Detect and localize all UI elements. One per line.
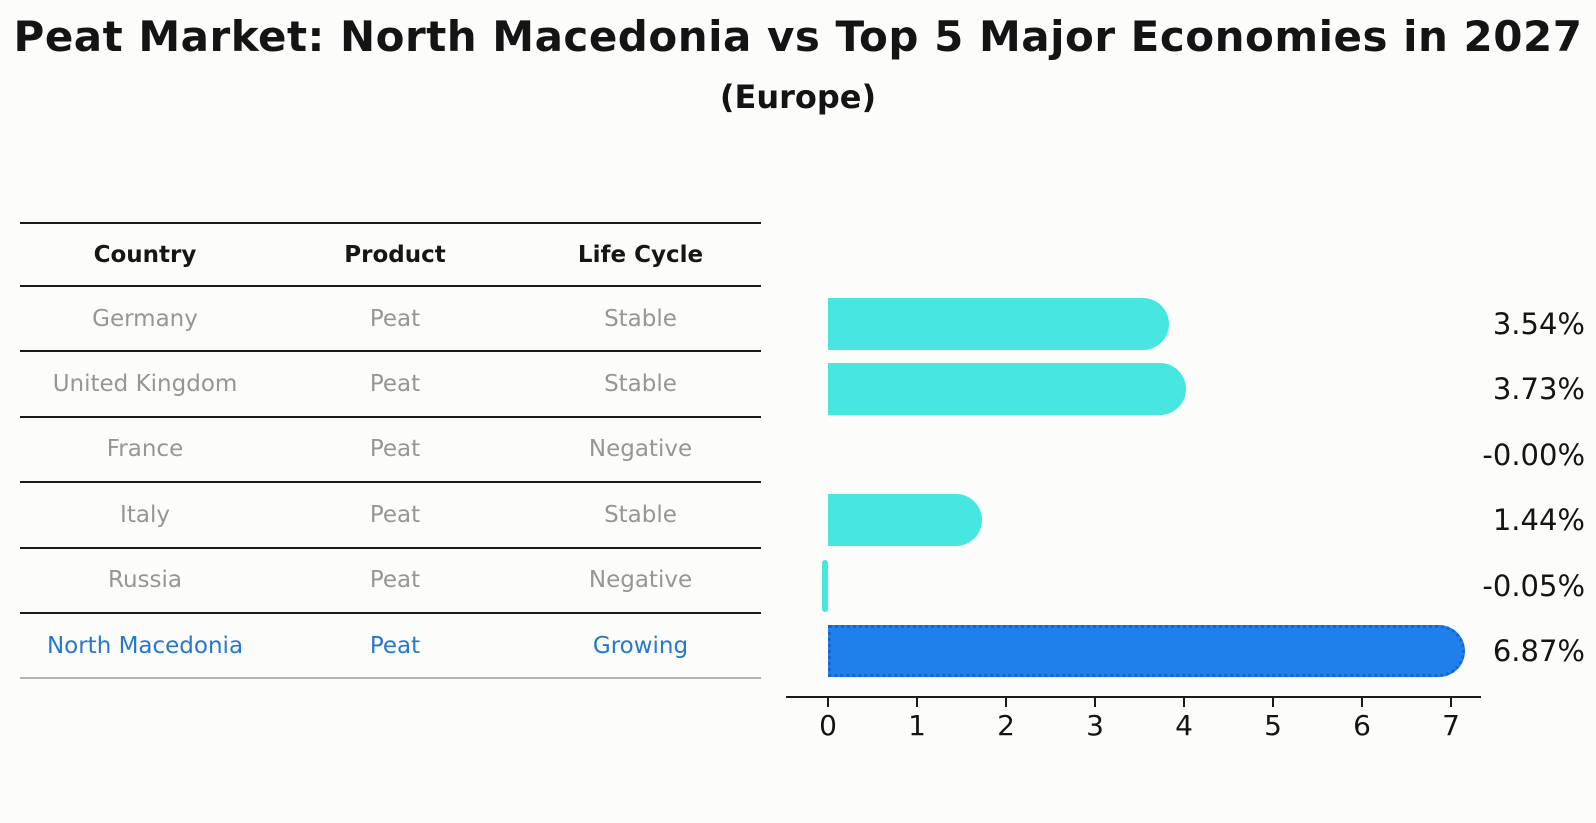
cell-country: North Macedonia xyxy=(46,632,244,659)
bar-value-label: -0.05% xyxy=(1482,568,1585,603)
cell-country: Italy xyxy=(120,501,170,528)
x-axis-tick xyxy=(1272,698,1274,707)
bar-russia xyxy=(821,559,828,612)
x-axis-tick xyxy=(916,698,918,707)
x-axis-tick-label: 1 xyxy=(908,709,926,742)
table-row-italy: Italy Peat Stable xyxy=(20,483,761,549)
bar-united-kingdom xyxy=(828,363,1186,416)
bar-value-label: 3.54% xyxy=(1492,307,1585,341)
bar-germany xyxy=(828,298,1170,350)
cell-life-cycle: Stable xyxy=(604,371,677,398)
x-axis-tick-label: 5 xyxy=(1264,709,1282,742)
column-header-product: Product xyxy=(344,241,446,268)
table-row-russia: Russia Peat Negative xyxy=(20,549,761,614)
cell-product: Peat xyxy=(369,305,421,332)
cell-life-cycle: Negative xyxy=(588,436,693,463)
column-header-life-cycle: Life Cycle xyxy=(577,241,704,268)
cell-country: Germany xyxy=(92,305,198,332)
cell-product: Peat xyxy=(369,371,421,398)
chart-subtitle: (Europe) xyxy=(719,78,877,116)
cell-product: Peat xyxy=(369,436,421,463)
table-row-united-kingdom: United Kingdom Peat Stable xyxy=(20,352,761,418)
cell-product: Peat xyxy=(369,632,421,659)
x-axis-tick xyxy=(1450,698,1452,707)
x-axis-tick xyxy=(1094,698,1096,707)
x-axis-tick xyxy=(1361,698,1363,707)
bar-italy xyxy=(828,494,983,547)
x-axis-tick xyxy=(827,698,829,707)
x-axis-tick-label: 2 xyxy=(997,709,1015,742)
x-axis-tick xyxy=(1183,698,1185,707)
bar-north-macedonia xyxy=(828,625,1466,677)
x-axis-line xyxy=(786,696,1481,698)
cell-life-cycle: Stable xyxy=(604,501,677,528)
column-header-country: Country xyxy=(93,241,197,268)
x-axis-tick-label: 3 xyxy=(1086,709,1104,742)
table-row-germany: Germany Peat Stable xyxy=(20,287,761,353)
bar-value-label: 1.44% xyxy=(1492,503,1585,538)
x-axis-tick-label: 0 xyxy=(819,709,837,742)
cell-country: United Kingdom xyxy=(52,371,238,398)
bar-value-label: 6.87% xyxy=(1492,634,1585,668)
comparison-table: Country Product Life Cycle Germany Peat … xyxy=(20,222,761,680)
cell-life-cycle: Stable xyxy=(604,305,677,332)
x-axis-tick-label: 6 xyxy=(1353,709,1371,742)
x-axis-tick xyxy=(1005,698,1007,707)
cell-life-cycle: Growing xyxy=(592,632,689,659)
bar-value-label: 3.73% xyxy=(1492,372,1585,407)
cell-product: Peat xyxy=(369,501,421,528)
cell-product: Peat xyxy=(369,567,421,594)
table-header-row: Country Product Life Cycle xyxy=(20,222,761,287)
cell-country: Russia xyxy=(108,567,182,594)
chart-title: Peat Market: North Macedonia vs Top 5 Ma… xyxy=(13,12,1583,61)
x-axis-tick-label: 7 xyxy=(1442,709,1460,742)
x-axis-tick-label: 4 xyxy=(1175,709,1193,742)
table-row-north-macedonia: North Macedonia Peat Growing xyxy=(20,614,761,680)
bar-value-label: -0.00% xyxy=(1482,437,1585,472)
cell-country: France xyxy=(106,436,184,463)
table-row-france: France Peat Negative xyxy=(20,418,761,484)
cell-life-cycle: Negative xyxy=(588,567,693,594)
